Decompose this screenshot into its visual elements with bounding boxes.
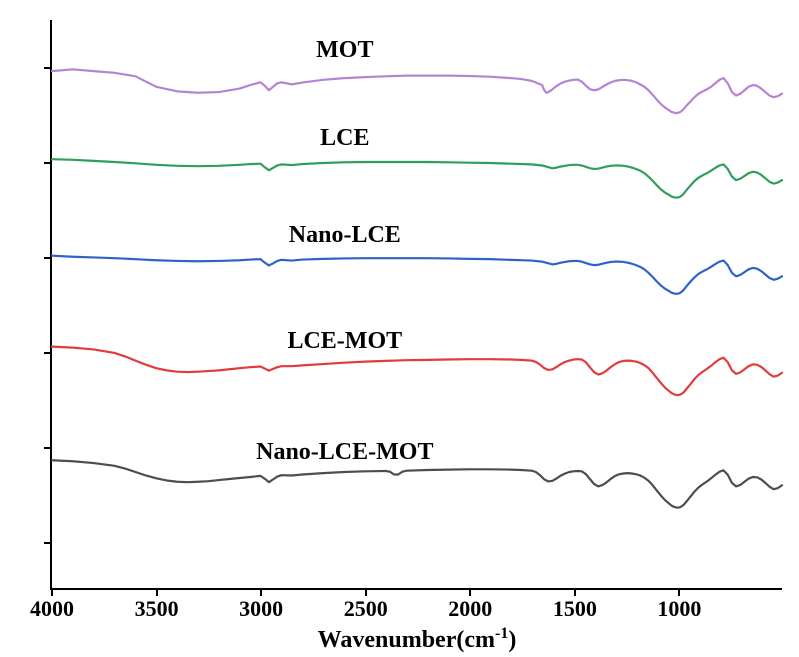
y-tick (44, 67, 52, 69)
x-tick-label: 1500 (553, 596, 597, 622)
y-tick (44, 257, 52, 259)
spectrum-lce (52, 159, 782, 197)
series-label-nano-lce-mot: Nano-LCE-MOT (256, 439, 433, 466)
y-tick (44, 352, 52, 354)
series-label-lce: LCE (320, 125, 369, 152)
spectrum-lce-mot (52, 347, 782, 395)
x-tick-label: 4000 (30, 596, 74, 622)
x-tick-label: 2500 (344, 596, 388, 622)
series-label-lce-mot: LCE-MOT (287, 328, 402, 355)
x-tick (156, 588, 158, 596)
y-tick (44, 542, 52, 544)
x-tick (678, 588, 680, 596)
x-tick (260, 588, 262, 596)
series-label-nano-lce: Nano-LCE (289, 222, 401, 249)
spectra-svg (52, 20, 782, 588)
x-tick (51, 588, 53, 596)
y-tick (44, 447, 52, 449)
spectrum-nano-lce (52, 256, 782, 294)
x-tick-label: 2000 (448, 596, 492, 622)
x-tick-label: 1000 (657, 596, 701, 622)
x-tick (574, 588, 576, 596)
y-tick (44, 162, 52, 164)
spectrum-mot (52, 69, 782, 113)
spectrum-nano-lce-mot (52, 460, 782, 507)
x-tick (469, 588, 471, 596)
x-tick-label: 3500 (135, 596, 179, 622)
ftir-chart: MOT LCE Nano-LCE LCE-MOT Nano-LCE-MOT 4000 350… (0, 0, 799, 657)
x-tick (365, 588, 367, 596)
plot-area: MOTLCENano-LCELCE-MOTNano-LCE-MOT4000350… (50, 20, 782, 590)
series-label-mot: MOT (316, 37, 373, 64)
x-axis-label: Wavenumber(cm-1) (318, 625, 517, 654)
x-tick-label: 3000 (239, 596, 283, 622)
